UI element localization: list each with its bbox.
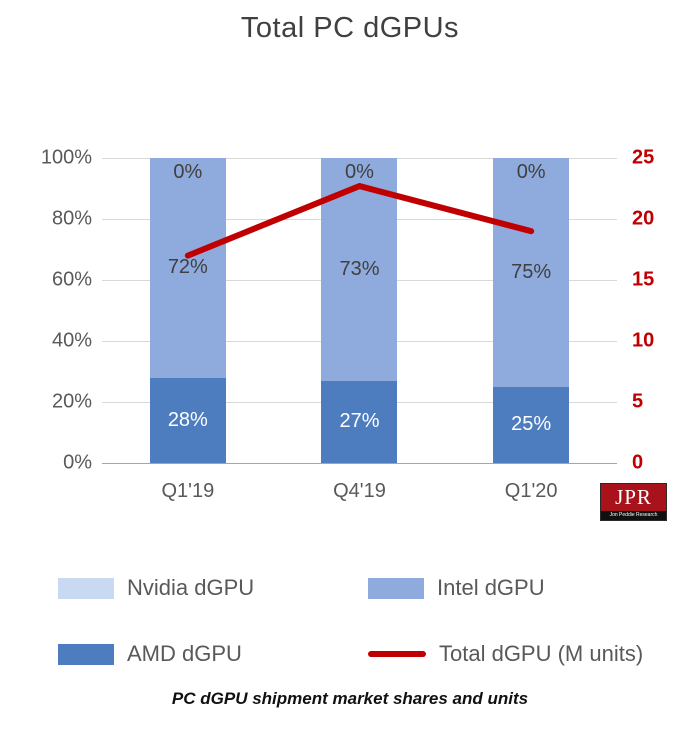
right-axis-tick: 10	[632, 329, 655, 352]
jpr-logo-text: JPR	[601, 484, 666, 511]
bar-segment-amd-dgpu: 25%	[493, 386, 570, 463]
bar-value-label: 0%	[345, 161, 374, 183]
stacked-bar-q1-20: 25% 75% 0%	[493, 158, 570, 463]
legend-item-nvidia-dgpu: Nvidia dGPU	[58, 575, 368, 601]
line-layer	[102, 158, 617, 463]
bar-value-label: 72%	[167, 256, 208, 279]
bar-segment-intel-dgpu: 75%	[493, 158, 570, 387]
x-axis-label: Q1'19	[161, 480, 215, 502]
bar-value-label: 28%	[167, 408, 208, 431]
left-axis: 100% 80% 60% 40% 20% 0%	[0, 147, 92, 474]
bar-value-label: 73%	[339, 257, 380, 280]
bar-value-label: 0%	[173, 161, 203, 183]
total-dgpu-line	[188, 186, 531, 256]
chart-caption: PC dGPU shipment market shares and units	[171, 689, 529, 708]
plot-area: 28% 72% 0% 27% 73% 0% 25% 75% 0%	[102, 158, 617, 464]
right-axis-tick: 20	[632, 207, 655, 230]
stacked-bar-q1-19: 28% 72% 0%	[149, 158, 226, 463]
right-axis-tick: 0	[632, 451, 644, 474]
x-axis-label: Q1'20	[504, 480, 558, 502]
legend-swatch-nvidia-dgpu	[58, 577, 114, 599]
x-axis: Q1'19 Q4'19 Q1'20	[102, 480, 617, 503]
bar-value-label: 25%	[511, 413, 552, 436]
legend-label: Nvidia dGPU	[127, 575, 255, 600]
bar-value-label: 0%	[516, 161, 546, 183]
right-axis-tick: 5	[632, 390, 644, 413]
legend-label: Total dGPU (M units)	[439, 641, 644, 666]
legend-label: Intel dGPU	[437, 575, 545, 600]
left-axis-tick: 0%	[63, 451, 92, 474]
bar-value-label: 27%	[339, 410, 380, 433]
right-axis-tick: 25	[632, 146, 655, 169]
left-axis-tick: 80%	[51, 207, 92, 230]
left-axis-tick: 60%	[51, 268, 92, 291]
right-axis: 25 20 15 10 5 0	[632, 147, 692, 474]
left-axis-tick: 100%	[40, 146, 92, 169]
legend-swatch-amd-dgpu	[58, 643, 114, 665]
legend-item-intel-dgpu: Intel dGPU	[368, 575, 668, 601]
legend-item-amd-dgpu: AMD dGPU	[58, 641, 368, 667]
bar-value-label: 75%	[511, 260, 552, 283]
right-axis-tick: 15	[632, 268, 655, 291]
legend-item-total-dgpu-m-units: Total dGPU (M units)	[368, 641, 668, 667]
bar-segment-amd-dgpu: 27%	[321, 380, 398, 463]
left-axis-tick: 20%	[51, 390, 92, 413]
legend-swatch-intel-dgpu	[368, 577, 424, 599]
legend: Nvidia dGPU Intel dGPU AMD dGPU Total dGPU …	[58, 575, 668, 667]
bar-segment-amd-dgpu: 28%	[149, 377, 226, 463]
gridline	[102, 463, 617, 464]
x-axis-label: Q4'19	[333, 480, 386, 502]
bar-segment-intel-dgpu: 72%	[149, 158, 226, 378]
legend-swatch-total-dgpu-m-units	[368, 651, 426, 657]
chart-title: Total PC dGPUs	[240, 12, 460, 44]
legend-label: AMD dGPU	[127, 641, 242, 666]
jpr-logo: JPR Jon Peddie Research	[600, 483, 667, 521]
jpr-logo-subtext: Jon Peddie Research	[601, 511, 666, 520]
left-axis-tick: 40%	[51, 329, 92, 352]
